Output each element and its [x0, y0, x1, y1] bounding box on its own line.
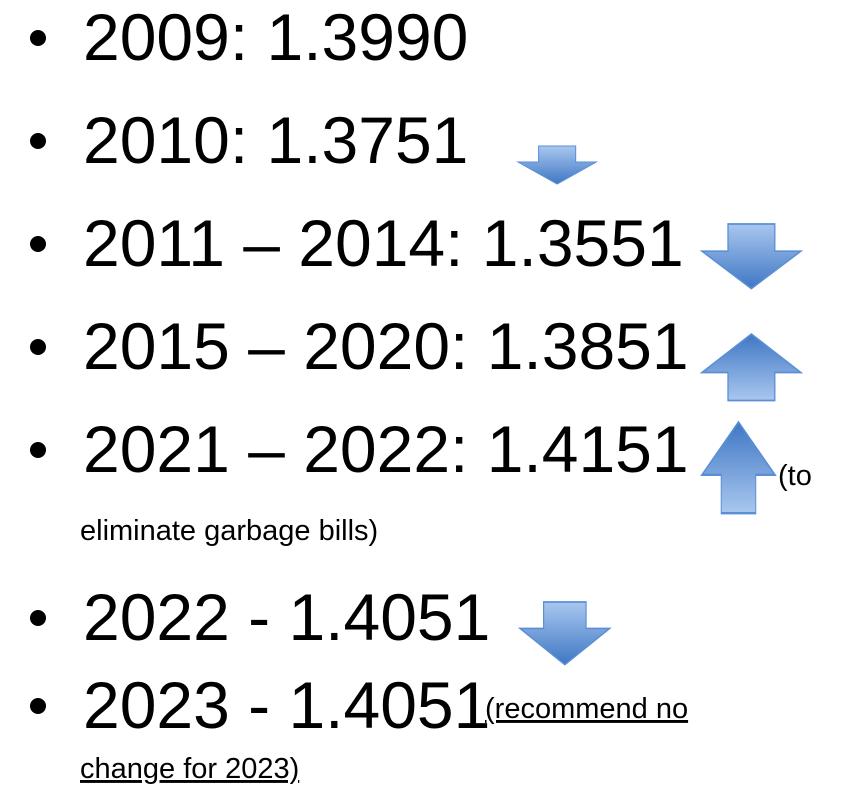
- bullet: [30, 133, 46, 149]
- bullet: [30, 30, 46, 46]
- bullet: [30, 236, 46, 252]
- item-text: 2011 – 2014: 1.3551: [83, 206, 684, 280]
- item-text: 2023 - 1.4051: [83, 668, 490, 742]
- down-arrow: [701, 223, 802, 290]
- item-note: change for 2023): [80, 753, 299, 785]
- up-arrow: [700, 420, 777, 515]
- item-text: 2015 – 2020: 1.3851: [83, 309, 689, 383]
- item-text: 2009: 1.3990: [83, 0, 468, 74]
- down-arrow: [517, 145, 597, 185]
- bullet: [30, 339, 46, 355]
- item-note: eliminate garbage bills): [80, 515, 378, 547]
- bullets: [30, 30, 46, 714]
- item-note: (recommend no: [485, 693, 688, 725]
- up-arrow: [701, 333, 802, 402]
- bullet: [30, 610, 46, 626]
- item-text: 2010: 1.3751: [83, 103, 468, 177]
- bullet: [30, 442, 46, 458]
- item-text: 2022 - 1.4051: [83, 580, 490, 654]
- bullet: [30, 698, 46, 714]
- item-note: (to: [778, 460, 812, 492]
- down-arrow: [519, 601, 611, 666]
- item-text: 2021 – 2022: 1.4151: [83, 412, 689, 486]
